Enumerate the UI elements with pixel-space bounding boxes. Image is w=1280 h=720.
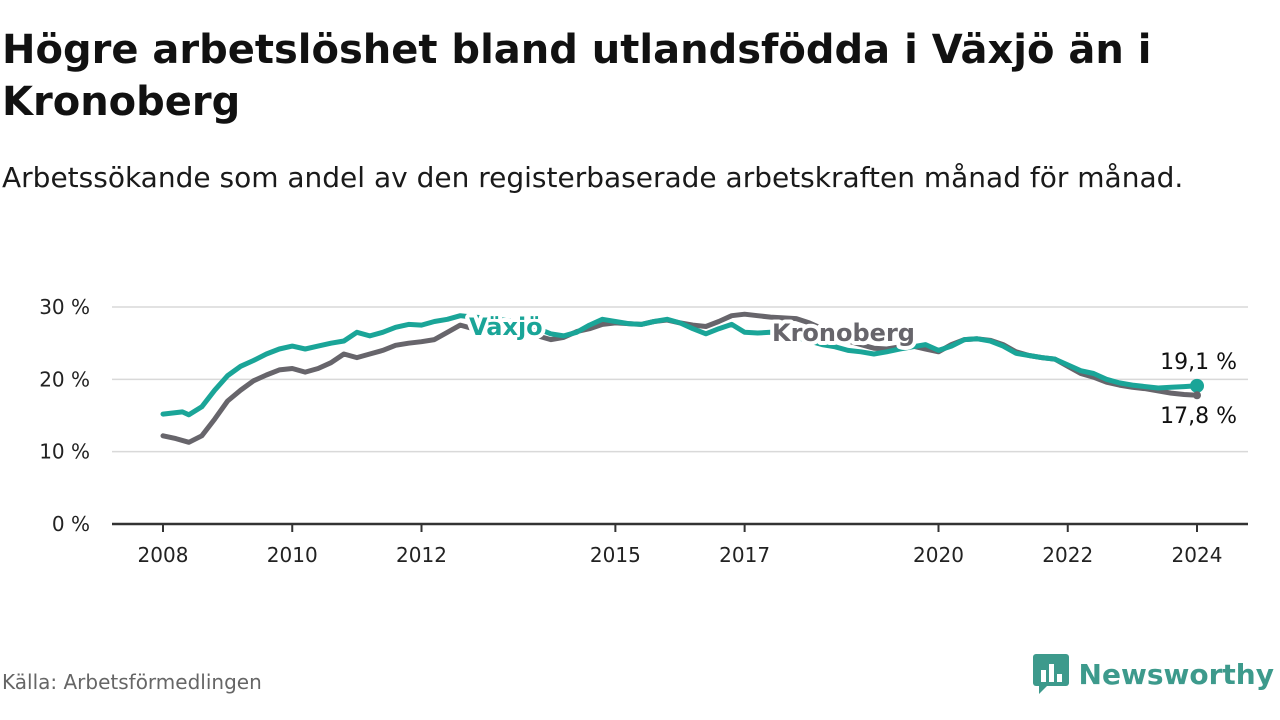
series-label-vaxjo: Växjö xyxy=(469,313,543,341)
x-tick-label: 2020 xyxy=(913,543,964,567)
brand-name: Newsworthy xyxy=(1078,657,1274,691)
end-label-kronoberg: 17,8 % xyxy=(1160,404,1237,429)
series-label-kronoberg: Kronoberg xyxy=(772,319,915,347)
x-tick-label: 2015 xyxy=(590,543,641,567)
x-axis: 2008 2010 2012 2015 2017 2020 2022 2024 xyxy=(112,522,1248,567)
end-label-vaxjo: 19,1 % xyxy=(1160,350,1237,375)
series-line-vaxjo xyxy=(160,313,1200,418)
x-tick-label: 2012 xyxy=(396,543,447,567)
chart-title: Högre arbetslöshet bland utlandsfödda i … xyxy=(2,27,1152,125)
bar-chart-icon xyxy=(1032,654,1069,694)
series-labels: Växjö Kronoberg 19,1 % 17,8 % xyxy=(465,309,1237,429)
x-tick-label: 2017 xyxy=(719,543,770,567)
end-point-kronoberg xyxy=(1193,391,1201,400)
series-lines xyxy=(160,311,1200,445)
x-tick-label: 2022 xyxy=(1042,543,1093,567)
x-tick-label: 2010 xyxy=(267,543,318,567)
y-tick-label: 10 % xyxy=(39,440,90,464)
series-line-kronoberg xyxy=(160,311,1200,445)
x-tick-label: 2008 xyxy=(138,543,189,567)
brand-logo[interactable]: Newsworthy xyxy=(1032,652,1274,696)
x-tick-label: 2024 xyxy=(1172,543,1223,567)
source-note: Källa: Arbetsförmedlingen xyxy=(2,670,262,694)
grid-lines: 0 % 10 % 20 % 30 % xyxy=(39,295,1248,536)
y-tick-label: 20 % xyxy=(39,367,90,391)
y-tick-label: 30 % xyxy=(39,295,90,319)
line-chart: 0 % 10 % 20 % 30 % 2008 2010 2012 2015 2017 2020… xyxy=(39,295,1248,567)
chart-subtitle: Arbetssökande som andel av den registerb… xyxy=(2,161,1184,194)
y-tick-label: 0 % xyxy=(52,512,90,536)
end-point-vaxjo xyxy=(1190,378,1204,393)
